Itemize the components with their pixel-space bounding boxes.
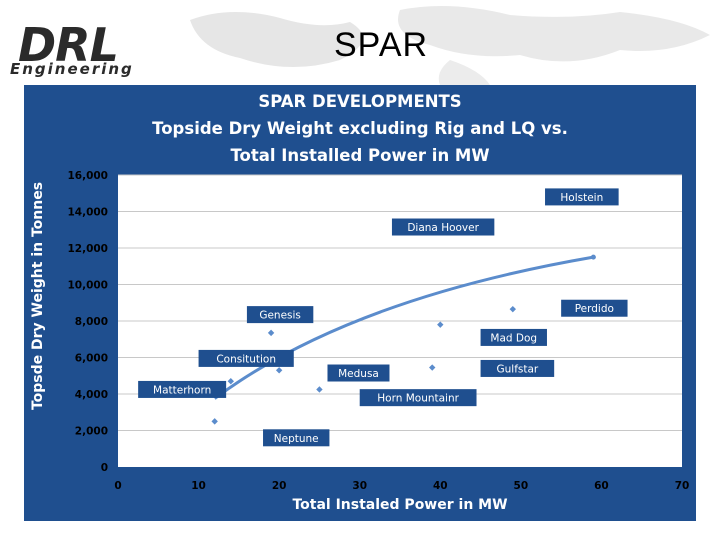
annotation-box: [359, 389, 477, 407]
y-tick-label: 0: [101, 462, 108, 474]
data-point: [316, 386, 323, 393]
y-tick-label: 4,000: [75, 389, 108, 401]
annotation-box: [561, 299, 628, 317]
x-tick-label: 0: [114, 480, 121, 492]
drl-engineering-logo: DRL Engineering: [10, 12, 160, 82]
annotation-box: [198, 349, 294, 367]
x-tick-label: 40: [433, 480, 448, 492]
trendline: [213, 255, 594, 400]
data-point: [429, 364, 436, 371]
chart-title-line-1: SPAR DEVELOPMENTS: [258, 92, 462, 111]
logo-subtitle: Engineering: [10, 60, 134, 78]
x-axis-label: Total Instaled Power in MW: [292, 497, 508, 513]
annotation-label: Holstein: [560, 192, 603, 204]
annotation-label: Gulfstar: [496, 363, 538, 375]
y-tick-label: 12,000: [67, 243, 108, 255]
annotation-box: [327, 364, 390, 382]
data-point: [267, 329, 275, 337]
annotation-label: Consitution: [216, 353, 276, 365]
annotation-label: Perdido: [575, 303, 614, 315]
x-tick-label: 10: [191, 480, 206, 492]
annotation-label: Genesis: [259, 310, 301, 322]
y-tick-label: 6,000: [75, 353, 108, 365]
data-point: [275, 367, 283, 374]
annotation-label: Diana Hoover: [407, 222, 479, 234]
annotation-box: [545, 188, 619, 206]
y-tick-label: 14,000: [67, 207, 108, 219]
annotation-label: Matterhorn: [153, 384, 211, 396]
chart-title-line-3: Total Installed Power in MW: [230, 146, 490, 165]
data-point: [437, 321, 444, 328]
annotation-label: Neptune: [274, 433, 319, 445]
data-point: [227, 378, 234, 385]
logo-wordmark: DRL: [18, 18, 119, 72]
data-point: [211, 418, 218, 425]
data-point: [509, 305, 516, 313]
trendline-end-marker: [590, 254, 596, 260]
annotation-box: [391, 218, 495, 236]
annotation-box: [246, 306, 314, 324]
chart-title-line-2: Topside Dry Weight excluding Rig and LQ …: [152, 119, 568, 138]
annotation-label: Medusa: [338, 368, 379, 380]
world-map-backdrop: [190, 6, 710, 85]
annotation-box: [480, 328, 547, 346]
y-tick-label: 16,000: [67, 170, 108, 182]
slide-title: SPAR: [334, 26, 429, 64]
x-tick-label: 70: [675, 480, 690, 492]
x-tick-label: 60: [594, 480, 609, 492]
y-tick-label: 8,000: [75, 316, 108, 328]
annotation-box: [138, 380, 227, 398]
x-tick-label: 50: [514, 480, 529, 492]
x-tick-label: 30: [352, 480, 367, 492]
x-tick-label: 20: [272, 480, 287, 492]
annotation-box: [480, 359, 555, 377]
annotation-label: Mad Dog: [490, 332, 537, 344]
annotation-label: Horn Mountainr: [377, 393, 459, 405]
annotation-box: [263, 429, 330, 447]
y-tick-label: 2,000: [75, 426, 108, 438]
y-tick-label: 10,000: [67, 280, 108, 292]
